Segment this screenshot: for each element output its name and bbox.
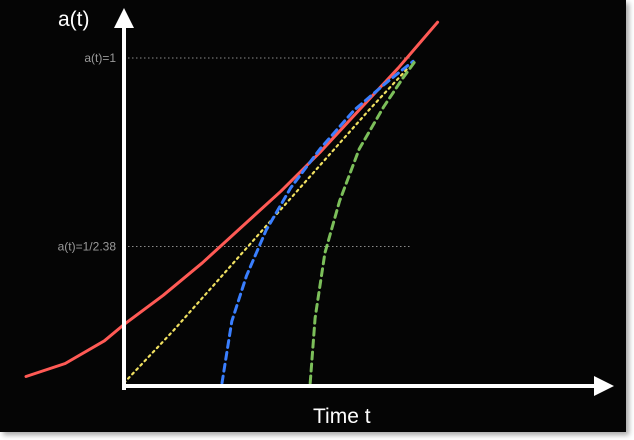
x-axis-label: Time t: [313, 405, 371, 428]
y-axis-arrowhead: [114, 8, 134, 28]
series-line: [308, 59, 417, 385]
series-line: [122, 66, 410, 385]
reference-lines: a(t)=1 a(t)=1/2.38: [58, 51, 412, 254]
series-line: [220, 59, 415, 385]
series-layer: [24, 20, 440, 385]
chart-svg: a(t)=1 a(t)=1/2.38 a(t) Time t: [24, 8, 614, 428]
x-axis-arrowhead: [594, 376, 614, 396]
y-axis-label: a(t): [58, 8, 90, 31]
series-line: [24, 20, 440, 378]
axes: [114, 8, 614, 396]
reference-label: a(t)=1: [84, 51, 116, 65]
reference-label: a(t)=1/2.38: [58, 240, 117, 254]
